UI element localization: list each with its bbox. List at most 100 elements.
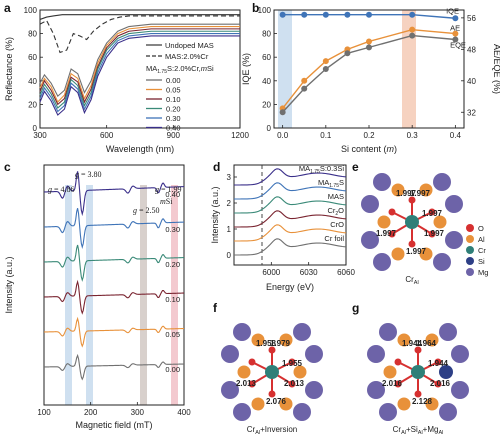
struct-f-o-1: [268, 390, 276, 398]
struct-e-al-4: [377, 215, 391, 229]
shade-c-4: [171, 185, 178, 405]
a-xticklabel-600: 600: [100, 131, 114, 140]
struct-legend-dot-Al: [466, 235, 474, 243]
c-xticklabel-100: 100: [37, 408, 51, 417]
b-point-EQE-5: [409, 32, 416, 39]
struct-e-bondlabel-1: 1.997: [410, 189, 431, 198]
a-series-6: [39, 33, 240, 113]
struct-e-o-0: [408, 196, 416, 204]
d-yticklabel-0: 0: [227, 251, 232, 260]
struct-g-bondlabel-3: 2.016: [382, 379, 403, 388]
b-point-IQE-2: [322, 11, 329, 18]
a-series-7: [39, 35, 240, 116]
b-point-EQE-1: [301, 85, 308, 92]
struct-e-bondlabel-5: 1.997: [424, 229, 445, 238]
panel-c-annot-4: g = 1.99: [155, 185, 182, 194]
struct-g-mg-5: [439, 323, 457, 341]
panel-label-e: e: [352, 160, 359, 174]
struct-g-bondlabel-1: 1.964: [416, 339, 437, 348]
d-series-3: [233, 196, 347, 214]
panel-c-ylabel: Intensity (a.u.): [4, 256, 14, 313]
a-series-1: [39, 15, 240, 54]
struct-e-o-3: [428, 208, 436, 216]
struct-f-al-5: [293, 365, 307, 379]
struct-g-bondlabel-2: 1.944: [428, 359, 449, 368]
struct-f-bondlabel-5: 2.013: [284, 379, 305, 388]
shade-c-2: [86, 185, 93, 405]
panel-b-ylabel-right: AE/EQE (%): [492, 44, 500, 94]
panel-c-series: 0.40 0.30 0.20 0.10 0.05 0.00: [43, 171, 185, 381]
shade-b-left: [278, 10, 292, 128]
struct-legend-label-Si: Si: [478, 257, 485, 266]
struct-f-bondlabel-3: 2.013: [236, 379, 257, 388]
panel-d-ylabel: Intensity (a.u.): [210, 186, 220, 243]
struct-e-al-0: [391, 183, 405, 197]
d-series-label-3: MAS: [328, 192, 344, 201]
panel-label-d: d: [213, 160, 220, 174]
legend-label-cr: MAS:2.0%Cr: [165, 52, 209, 61]
struct-e-mg-4: [373, 173, 391, 191]
panel-a-axes: [39, 9, 241, 129]
b-xticklabel-0.3: 0.3: [407, 131, 419, 140]
struct-f-o-4: [248, 380, 256, 388]
panel-b-series: IQE AE EQE: [279, 6, 466, 116]
a-legend-label-3: 0.20: [166, 105, 181, 114]
struct-e-o-4: [388, 230, 396, 238]
a-yticklabel-60: 60: [28, 53, 37, 62]
panel-a-series: [39, 14, 240, 116]
c-series-label-0.10: 0.10: [165, 295, 180, 304]
c-series-0.30: [43, 208, 185, 249]
b-point-AE-4: [366, 38, 372, 45]
d-series-2: [233, 210, 347, 228]
b-point-EQE-4: [366, 44, 372, 51]
caption-e: CrAl: [405, 275, 418, 286]
struct-g-mg-6: [379, 403, 397, 421]
a-xticklabel-1200: 1200: [231, 131, 249, 140]
panel-c-annot-3: g = 2.50: [133, 206, 160, 215]
panel-c: c 100 200 300 400 0.400.300.200.100.050.00 …: [4, 160, 191, 430]
struct-g-al-1: [425, 333, 439, 347]
struct-f-mg-6: [233, 403, 251, 421]
struct-e-cr: [405, 215, 419, 229]
c-series-label-0.20: 0.20: [165, 260, 180, 269]
struct-g-bondlabel-5: 2.016: [430, 379, 451, 388]
panel-d-xlabel: Energy (eV): [266, 282, 314, 292]
struct-g-al-0: [397, 333, 411, 347]
d-series-1: [233, 224, 347, 242]
b-point-AE-1: [301, 77, 308, 84]
c-series-0.00: [43, 353, 185, 381]
struct-f-bondlabel-0: 1.958: [256, 339, 277, 348]
b-point-IQE-3: [344, 11, 351, 18]
b-yticklabel-40: 40: [262, 77, 271, 86]
struct-f-bondlabel-4: 2.076: [266, 397, 287, 406]
d-series-label-5: MA1.75S:0.3Si: [299, 164, 344, 175]
c-series-0.40: [43, 171, 185, 217]
struct-f-mg-4: [233, 323, 251, 341]
struct-g-o-4: [394, 380, 402, 388]
panel-label-g: g: [352, 301, 359, 315]
struct-e-mg-1: [361, 231, 379, 249]
structure-legend: O Al Cr Si Mg: [466, 224, 488, 277]
a-yticklabel-40: 40: [28, 77, 37, 86]
b-yticklabelr-48: 48: [467, 45, 476, 54]
struct-e-o-1: [408, 240, 416, 248]
panel-label-c: c: [4, 160, 11, 174]
b-point-EQE-0: [279, 109, 286, 116]
panel-a-legend-items: 0.000.050.100.200.300.40: [146, 76, 181, 133]
struct-legend-dot-Cr: [466, 246, 474, 254]
c-series-0.05: [43, 316, 185, 348]
b-series-label-EQE: EQE: [450, 41, 466, 50]
b-yticklabelr-32: 32: [467, 108, 476, 117]
c-xticklabel-200: 200: [84, 408, 98, 417]
struct-g-al-3: [425, 397, 439, 411]
a-legend-label-4: 0.30: [166, 114, 181, 123]
panel-a-xlabel: Wavelength (nm): [106, 144, 174, 154]
struct-g-o-0: [414, 346, 422, 354]
b-xticklabel-0.0: 0.0: [277, 131, 289, 140]
struct-f-mg-7: [293, 403, 311, 421]
panel-d-axes: [233, 164, 347, 266]
struct-e-o-2: [388, 208, 396, 216]
a-yticklabel-20: 20: [28, 100, 37, 109]
